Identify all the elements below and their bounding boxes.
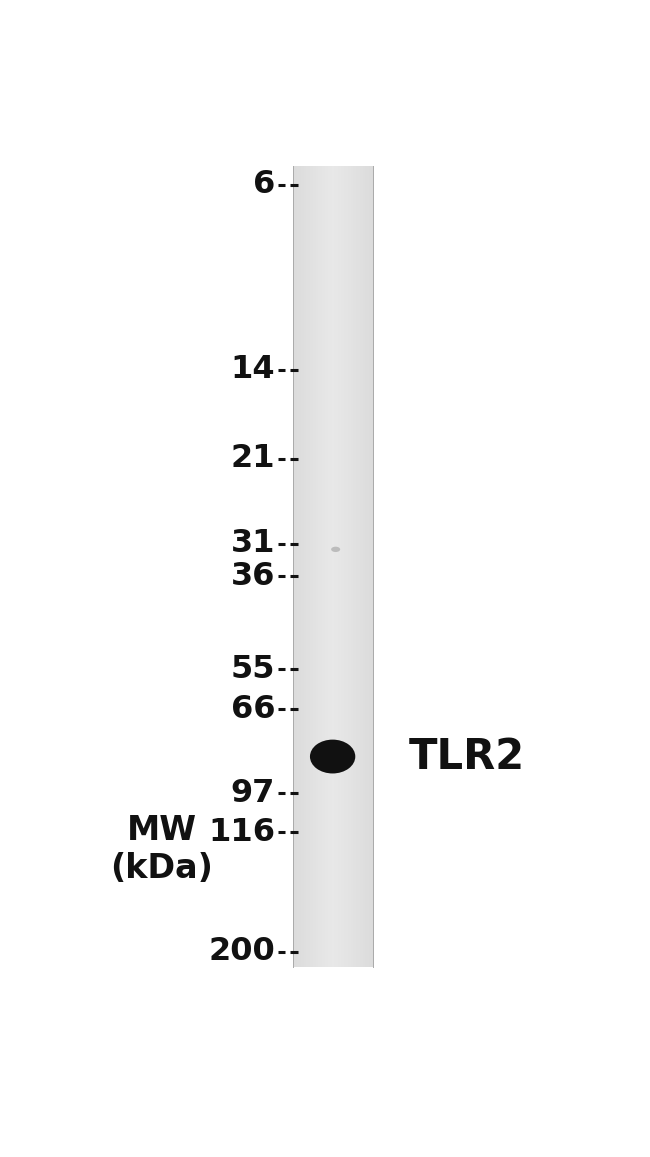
Bar xyxy=(298,165,300,967)
Text: 21: 21 xyxy=(231,443,275,474)
Bar xyxy=(355,165,356,967)
Bar xyxy=(361,165,363,967)
Bar xyxy=(297,165,299,967)
Bar xyxy=(301,165,303,967)
Text: MW
(kDa): MW (kDa) xyxy=(111,813,213,885)
Text: 55: 55 xyxy=(231,654,275,685)
Bar xyxy=(324,165,326,967)
Bar xyxy=(346,165,348,967)
Bar xyxy=(364,165,366,967)
Bar xyxy=(344,165,346,967)
Bar xyxy=(340,165,342,967)
Bar xyxy=(294,165,296,967)
Bar xyxy=(343,165,344,967)
Bar xyxy=(307,165,309,967)
Ellipse shape xyxy=(310,739,356,774)
Bar xyxy=(330,165,332,967)
Bar xyxy=(315,165,316,967)
Bar xyxy=(354,165,355,967)
Bar xyxy=(345,165,347,967)
Text: 14: 14 xyxy=(231,354,275,385)
Bar xyxy=(335,165,336,967)
Bar xyxy=(309,165,311,967)
Bar xyxy=(296,165,297,967)
Bar xyxy=(339,165,341,967)
Bar xyxy=(320,165,322,967)
Bar xyxy=(370,165,372,967)
Bar xyxy=(318,165,320,967)
Bar xyxy=(360,165,362,967)
Bar xyxy=(329,165,331,967)
Bar xyxy=(337,165,339,967)
Ellipse shape xyxy=(331,547,340,552)
Bar xyxy=(356,165,358,967)
Bar xyxy=(350,165,352,967)
Bar xyxy=(325,165,327,967)
Text: 116: 116 xyxy=(208,817,275,848)
Text: 6: 6 xyxy=(253,169,275,200)
Bar xyxy=(336,165,337,967)
Bar xyxy=(349,165,351,967)
Bar xyxy=(316,165,317,967)
Bar xyxy=(332,165,333,967)
Bar xyxy=(310,165,312,967)
Bar xyxy=(359,165,361,967)
Bar xyxy=(363,165,365,967)
Bar xyxy=(365,165,367,967)
Bar xyxy=(358,165,359,967)
Text: 36: 36 xyxy=(231,561,275,592)
Bar xyxy=(321,165,323,967)
Bar xyxy=(292,165,294,967)
Bar xyxy=(317,165,319,967)
Bar xyxy=(368,165,370,967)
Bar xyxy=(300,165,302,967)
Bar xyxy=(328,165,330,967)
Bar xyxy=(333,165,335,967)
Text: 66: 66 xyxy=(231,693,275,724)
Bar xyxy=(313,165,315,967)
Bar xyxy=(326,165,328,967)
Text: 200: 200 xyxy=(209,936,275,967)
Text: 97: 97 xyxy=(231,778,275,809)
Bar xyxy=(367,165,369,967)
Bar xyxy=(369,165,371,967)
Bar xyxy=(322,165,324,967)
Bar xyxy=(302,165,304,967)
Bar xyxy=(306,165,308,967)
Bar xyxy=(304,165,306,967)
Text: TLR2: TLR2 xyxy=(409,736,525,778)
Bar xyxy=(372,165,374,967)
Text: 31: 31 xyxy=(231,529,275,559)
Bar xyxy=(311,165,313,967)
Bar xyxy=(348,165,350,967)
Bar xyxy=(305,165,307,967)
Bar xyxy=(352,165,354,967)
Bar xyxy=(341,165,343,967)
